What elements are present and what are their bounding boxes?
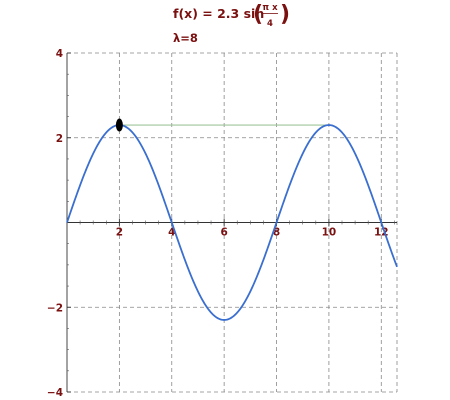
wavelength-label: λ=8 xyxy=(173,31,198,45)
y-tick-label: −2 xyxy=(47,302,63,314)
peak-point xyxy=(115,118,123,132)
x-tick-label: 4 xyxy=(168,227,175,239)
left-paren: ( xyxy=(253,2,263,27)
x-tick-label: 10 xyxy=(322,227,337,239)
right-paren: ) xyxy=(280,2,290,27)
plot-area: 2 4 6 8 10 12−4−224 xyxy=(47,48,398,399)
svg-text:f(x) = 2.3 sin: f(x) = 2.3 sin xyxy=(173,6,264,21)
formula-numerator: π x xyxy=(262,3,278,13)
y-tick-label: 4 xyxy=(56,48,63,60)
formula-lhs: f(x) = 2.3 sin xyxy=(173,6,264,21)
x-tick-label: 8 xyxy=(273,227,280,239)
x-tick-label: 6 xyxy=(220,227,227,239)
y-tick-label: −4 xyxy=(47,387,63,399)
x-tick-label: 2 xyxy=(116,227,123,239)
chart-title: f(x) = 2.3 sin ( π x 4 ) λ=8 xyxy=(173,2,290,45)
y-tick-label: 2 xyxy=(56,133,63,145)
formula-denominator: 4 xyxy=(267,19,273,29)
